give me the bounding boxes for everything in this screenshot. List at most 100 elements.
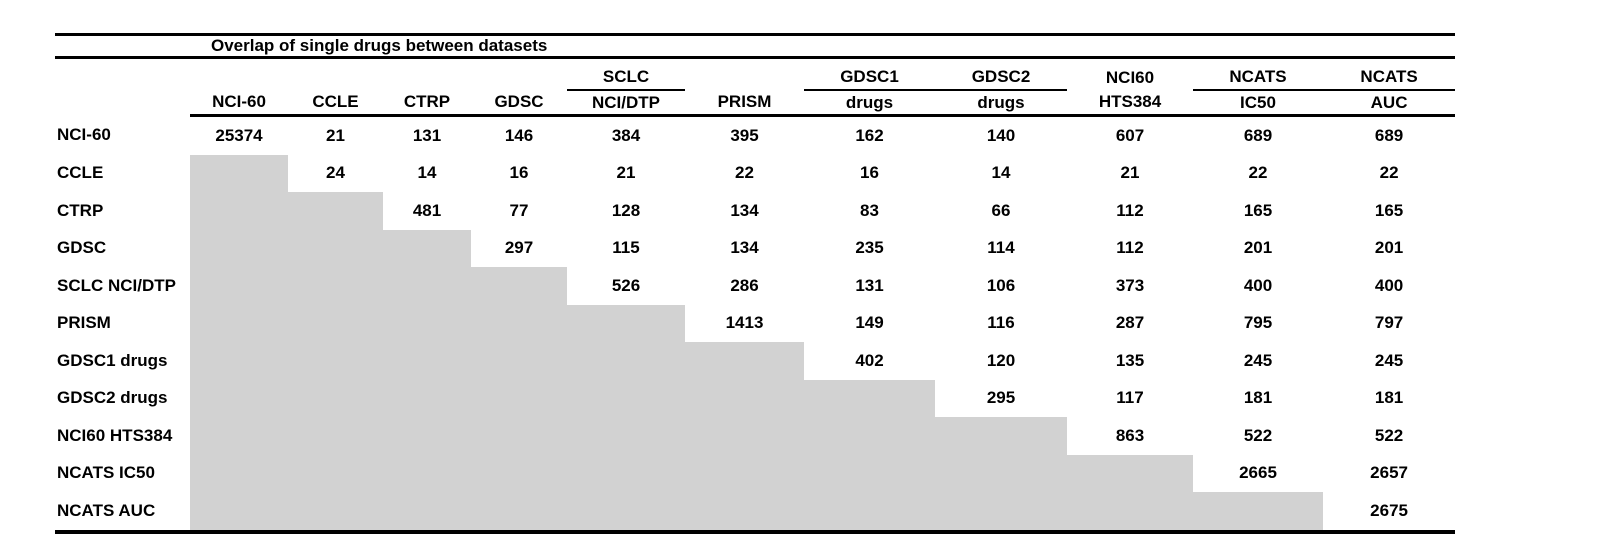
value-cell: 402	[855, 350, 884, 370]
value-cell: 522	[1243, 425, 1273, 445]
shaded-cell	[1067, 492, 1193, 532]
value-cell: 116	[987, 313, 1015, 333]
value-cell: 165	[1243, 200, 1273, 220]
shaded-cell	[190, 342, 288, 380]
value-cell: 22	[1379, 163, 1399, 183]
column-header: GDSC	[471, 90, 567, 117]
value-cell: 140	[986, 125, 1016, 145]
value-cell: 2675	[1370, 500, 1408, 520]
group-header: NCATS	[1323, 57, 1456, 91]
shaded-cell	[471, 267, 567, 305]
shaded-cell	[288, 192, 383, 230]
value-cell: 131	[412, 125, 442, 145]
row-label: CTRP	[57, 200, 104, 220]
table-row: GDSC 297 115 134 235 114 112 201 201	[55, 229, 1455, 267]
value-cell: 165	[1374, 200, 1404, 220]
value-cell: 120	[986, 350, 1016, 370]
group-header: GDSC1	[804, 57, 935, 91]
value-cell: 22	[1248, 163, 1268, 183]
group-header	[190, 58, 288, 91]
value-cell: 181	[1374, 388, 1404, 408]
column-header: NCI/DTP	[567, 90, 685, 117]
shaded-cell	[190, 492, 288, 532]
table-row: CTRP 481 77 128 134 83 66 112 165 165	[55, 192, 1455, 230]
row-label: GDSC1 drugs	[57, 350, 168, 370]
row-label: GDSC	[57, 238, 107, 258]
table-row: NCI-60 25374 21 131 146 384 395 162 140 607 689 689	[55, 116, 1455, 155]
table-row: PRISM 1413 149 116 287 795 797	[55, 304, 1455, 342]
group-header: NCATS	[1193, 57, 1323, 91]
value-cell: 131	[855, 275, 884, 295]
value-cell: 162	[855, 125, 884, 145]
value-cell: 112	[1116, 238, 1144, 258]
column-header: NCI-60	[190, 90, 288, 117]
value-cell: 128	[611, 200, 641, 220]
shaded-cell	[383, 267, 471, 305]
group-header: GDSC2	[935, 57, 1067, 91]
row-label: CCLE	[57, 163, 104, 183]
value-cell: 607	[1115, 125, 1145, 145]
value-cell: 25374	[215, 125, 263, 145]
shaded-cell	[685, 417, 804, 455]
shaded-cell	[190, 229, 288, 267]
group-header	[383, 58, 471, 91]
value-cell: 689	[1243, 125, 1273, 145]
shaded-cell	[685, 342, 804, 380]
value-cell: 295	[986, 388, 1016, 408]
value-cell: 689	[1374, 125, 1404, 145]
value-cell: 522	[1374, 425, 1404, 445]
shaded-cell	[935, 454, 1067, 492]
shaded-cell	[288, 342, 383, 380]
value-cell: 245	[1243, 350, 1273, 370]
value-cell: 400	[1243, 275, 1273, 295]
table-row: GDSC1 drugs 402 120 135 245 245	[55, 342, 1455, 380]
shaded-cell	[685, 492, 804, 532]
value-cell: 395	[730, 125, 759, 145]
shaded-cell	[383, 342, 471, 380]
shaded-cell	[288, 417, 383, 455]
row-label: NCI-60	[57, 125, 111, 144]
value-cell: 245	[1374, 350, 1404, 370]
shaded-cell	[190, 154, 288, 192]
shaded-cell	[804, 379, 935, 417]
value-cell: 146	[504, 125, 534, 145]
shaded-cell	[383, 229, 471, 267]
shaded-cell	[567, 417, 685, 455]
shaded-cell	[383, 417, 471, 455]
row-label: NCI60 HTS384	[57, 425, 173, 445]
column-header: HTS384	[1067, 90, 1193, 117]
value-cell: 117	[1116, 388, 1144, 408]
value-cell: 66	[991, 200, 1011, 220]
column-header: CCLE	[288, 90, 383, 117]
value-cell: 797	[1374, 313, 1404, 333]
group-header	[288, 58, 383, 91]
shaded-cell	[1193, 492, 1323, 532]
value-cell: 22	[735, 163, 754, 183]
table-row: SCLC NCI/DTP 526 286 131 106 373 400 400	[55, 267, 1455, 305]
shaded-cell	[471, 454, 567, 492]
value-cell: 181	[1243, 388, 1273, 408]
value-cell: 2665	[1239, 463, 1277, 483]
shaded-cell	[471, 342, 567, 380]
column-header: drugs	[804, 90, 935, 117]
shaded-cell	[288, 492, 383, 532]
table-row: NCATS IC50 2665 2657	[55, 454, 1455, 492]
shaded-cell	[804, 454, 935, 492]
value-cell: 287	[1115, 313, 1145, 333]
row-label: PRISM	[57, 313, 111, 333]
value-cell: 115	[612, 238, 640, 258]
value-cell: 83	[860, 200, 879, 220]
shaded-cell	[567, 379, 685, 417]
shaded-cell	[190, 379, 288, 417]
group-header-spacer	[55, 58, 190, 91]
shaded-cell	[804, 417, 935, 455]
value-cell: 297	[504, 238, 534, 258]
shaded-cell	[471, 492, 567, 532]
value-cell: 795	[1243, 313, 1273, 333]
value-cell: 400	[1374, 275, 1404, 295]
value-cell: 114	[987, 238, 1015, 258]
value-cell: 14	[991, 163, 1011, 183]
shaded-cell	[190, 417, 288, 455]
shaded-cell	[190, 304, 288, 342]
